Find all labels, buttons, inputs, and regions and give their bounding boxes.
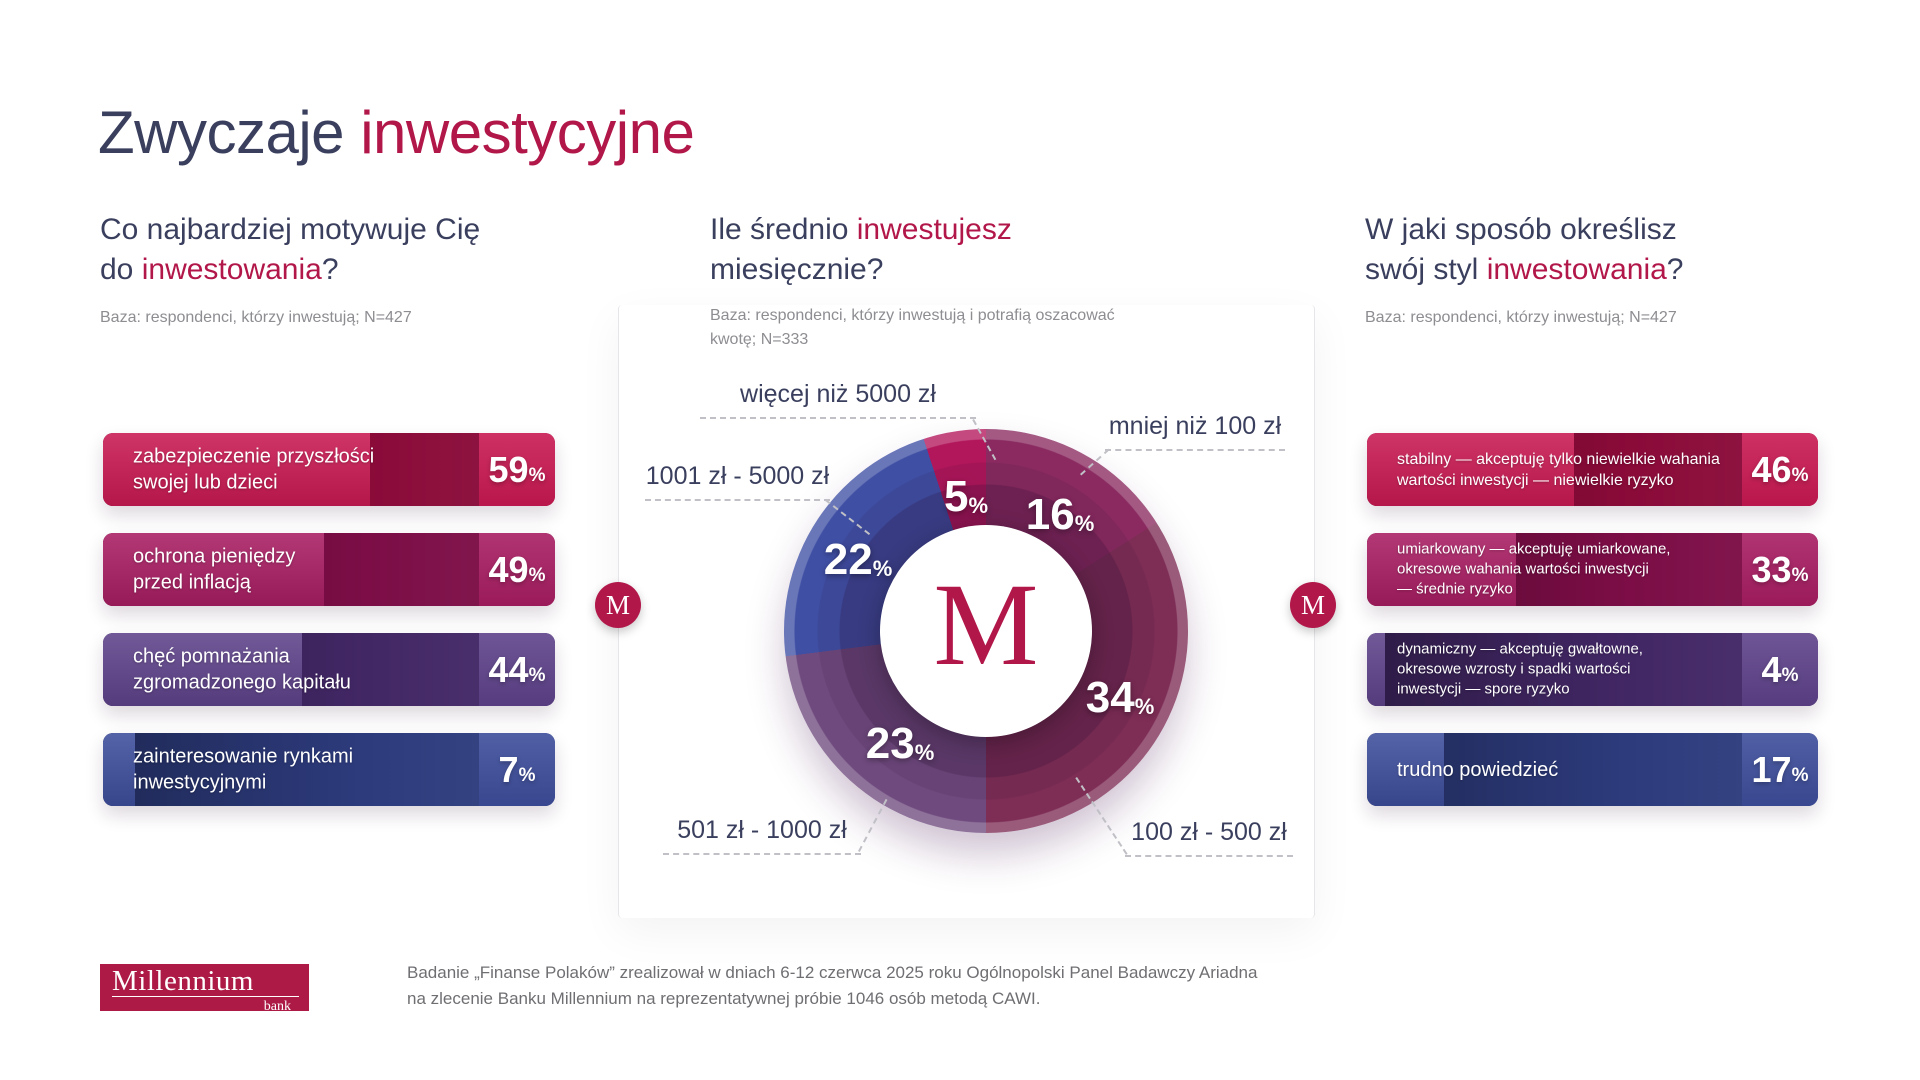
logo-divider: bank xyxy=(112,996,299,1015)
slice-label-wiecej-5000: więcej niż 5000 zł xyxy=(700,380,976,419)
millennium-m-badge-right: M xyxy=(1290,582,1336,628)
bar-motivation-4: zainteresowanie rynkami inwestycyjnymi 7… xyxy=(103,733,555,806)
page-title: Zwyczaje inwestycyjne xyxy=(98,98,695,167)
bar-label: dynamiczny — akceptuję gwałtowne, okreso… xyxy=(1397,640,1643,698)
bar-fill xyxy=(1367,433,1575,506)
base-note-motivation: Baza: respondenci, którzy inwestują; N=4… xyxy=(100,309,412,326)
section-heading-motivation: Co najbardziej motywuje Cię do inwestowan… xyxy=(100,210,580,290)
m-letter: M xyxy=(1300,589,1325,620)
slice-value-100-500: 34% xyxy=(1085,673,1155,722)
bar-style-1: stabilny — akceptuję tylko niewielkie wa… xyxy=(1367,433,1818,506)
bar-label: ochrona pieniędzy przed inflacją xyxy=(133,545,296,594)
heading-line1: Co najbardziej motywuje Cię xyxy=(100,213,481,246)
heading-line2-pre: swój styl xyxy=(1365,252,1487,286)
bar-value: 46% xyxy=(1751,448,1809,490)
bar-label: chęć pomnażania zgromadzonego kapitału xyxy=(133,645,351,694)
slice-label-501-1000: 501 zł - 1000 zł xyxy=(663,816,861,855)
bar-style-3: dynamiczny — akceptuję gwałtowne, okreso… xyxy=(1367,633,1818,706)
bar-chart-style: stabilny — akceptuję tylko niewielkie wa… xyxy=(1367,433,1818,833)
bar-fill xyxy=(103,733,135,806)
bar-value-cap xyxy=(1742,733,1818,806)
bar-style-4: trudno powiedzieć 17% xyxy=(1367,733,1818,806)
section-heading-style: W jaki sposób określisz swój styl inwesto… xyxy=(1365,210,1845,290)
millennium-m-badge-left: M xyxy=(595,582,641,628)
bar-fill xyxy=(1367,533,1516,606)
millennium-bank-logo: Millennium bank xyxy=(100,964,309,1014)
bar-value-cap xyxy=(479,633,555,706)
bar-motivation-2: ochrona pieniędzy przed inflacją 49% xyxy=(103,533,555,606)
bar-value-cap xyxy=(479,733,555,806)
bar-value: 44% xyxy=(488,648,546,690)
bar-motivation-3: chęć pomnażania zgromadzonego kapitału 4… xyxy=(103,633,555,706)
base-note-style: Baza: respondenci, którzy inwestują; N=4… xyxy=(1365,309,1677,326)
heading-post: ? xyxy=(321,252,339,286)
heading-line1-pre: Ile średnio xyxy=(710,213,857,246)
bar-value: 7% xyxy=(498,748,536,790)
slice-label-mniej-100: mniej niż 100 zł xyxy=(1105,412,1285,451)
bar-value: 17% xyxy=(1751,748,1809,790)
heading-post: ? xyxy=(1666,252,1684,286)
bar-value-cap xyxy=(1742,433,1818,506)
bar-label: zabezpieczenie przyszłości swojej lub dz… xyxy=(133,445,375,494)
bar-fill xyxy=(1367,633,1386,706)
heading-line1: W jaki sposób określisz xyxy=(1365,213,1677,246)
donut-center: M xyxy=(880,525,1092,737)
bar-label: stabilny — akceptuję tylko niewielkie wa… xyxy=(1397,450,1720,489)
bar-fill xyxy=(103,433,370,506)
bar-label: umiarkowany — akceptuję umiarkowane, okr… xyxy=(1397,540,1671,598)
bar-value: 4% xyxy=(1761,648,1799,690)
slice-label-1001-5000: 1001 zł - 5000 zł xyxy=(645,462,830,501)
donut-chart: M 16% 34% 23% 22% 5% xyxy=(784,429,1188,833)
bar-value-cap xyxy=(1742,633,1818,706)
page-title-part1: Zwyczaje xyxy=(98,99,361,167)
bar-value: 59% xyxy=(488,448,546,490)
footer-study-note: Badanie „Finanse Polaków” zrealizował w … xyxy=(407,963,1258,1009)
heading-line2: miesięcznie? xyxy=(710,252,884,286)
bar-style-2: umiarkowany — akceptuję umiarkowane, okr… xyxy=(1367,533,1818,606)
slice-value-1001-5000: 22% xyxy=(823,535,893,584)
bar-value: 33% xyxy=(1751,548,1809,590)
slice-value-mniej-100: 16% xyxy=(1025,490,1095,539)
page-title-accent: inwestycyjne xyxy=(360,99,695,167)
slice-label-100-500: 100 zł - 500 zł xyxy=(1125,818,1293,857)
bar-label: zainteresowanie rynkami inwestycyjnymi xyxy=(133,745,354,794)
bar-value: 49% xyxy=(488,548,546,590)
millennium-m-logo: M xyxy=(933,559,1039,690)
slice-value-501-1000: 23% xyxy=(865,719,935,768)
section-heading-monthly-investment: Ile średnio inwestujesz miesięcznie? xyxy=(710,210,1210,290)
bar-fill xyxy=(103,533,325,606)
bar-value-cap xyxy=(479,533,555,606)
heading-accent: inwestowania xyxy=(141,252,322,286)
bar-label: trudno powiedzieć xyxy=(1397,758,1559,781)
heading-accent: inwestujesz xyxy=(856,213,1012,246)
base-note-monthly: Baza: respondenci, którzy inwestują i po… xyxy=(710,307,1115,348)
heading-line2-pre: do xyxy=(100,252,142,286)
bar-fill xyxy=(1367,733,1444,806)
bar-motivation-1: zabezpieczenie przyszłości swojej lub dz… xyxy=(103,433,555,506)
bar-chart-motivation: zabezpieczenie przyszłości swojej lub dz… xyxy=(103,433,555,833)
heading-accent: inwestowania xyxy=(1486,252,1667,286)
logo-wordmark: Millennium xyxy=(112,965,254,997)
slice-value-wiecej-5000: 5% xyxy=(943,472,989,521)
m-letter: M xyxy=(605,589,630,620)
bar-value-cap xyxy=(1742,533,1818,606)
bar-value-cap xyxy=(479,433,555,506)
logo-sub-wordmark: bank xyxy=(263,999,291,1015)
bar-fill xyxy=(103,633,302,706)
